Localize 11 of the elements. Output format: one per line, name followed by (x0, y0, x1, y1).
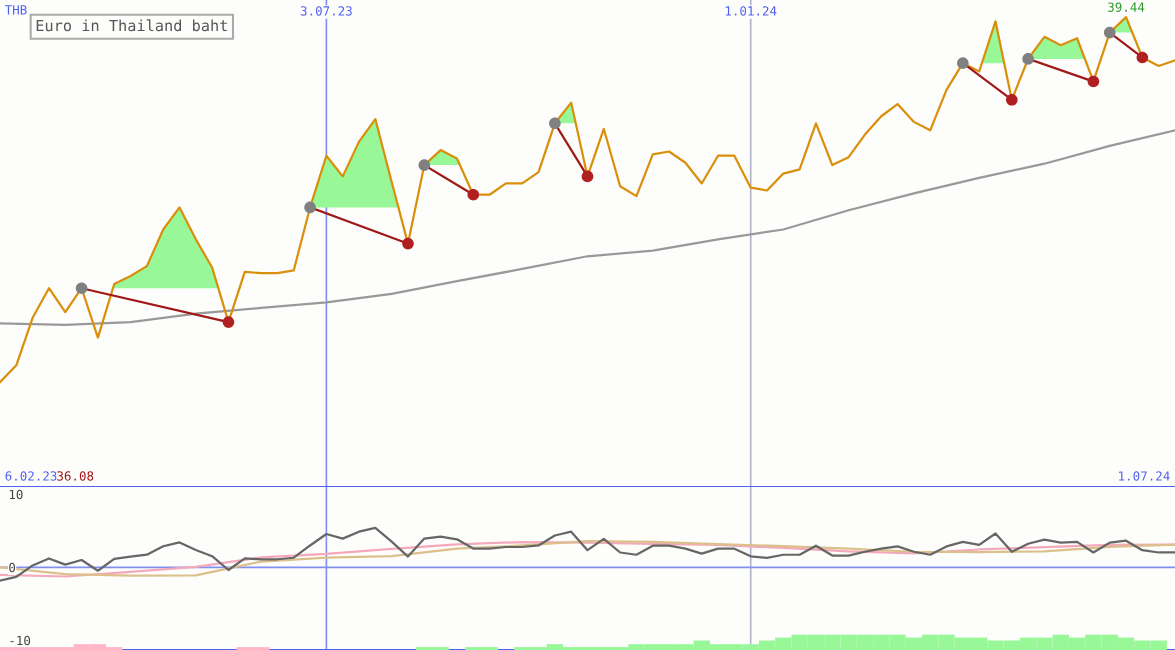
y-axis-title: THB (4, 5, 27, 15)
y-tick-label: 0 (9, 562, 16, 573)
x-tick-label: 3.07.23 (300, 6, 352, 16)
chart-title: Euro in Thailand baht (36, 19, 227, 32)
annotation: 36.08 (57, 471, 94, 481)
y-tick-label: 10 (9, 489, 23, 500)
y-tick-label: -10 (10, 635, 31, 646)
annotation: 39.44 (1108, 2, 1145, 12)
annotation: 1.07.24 (1119, 471, 1170, 481)
x-tick-label: 1.01.24 (725, 6, 777, 16)
annotation: 6.02.23 (5, 471, 57, 481)
